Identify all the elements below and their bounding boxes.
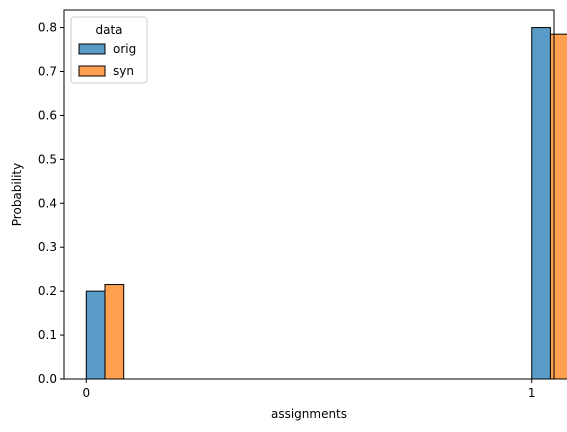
y-tick-label: 0.1 bbox=[38, 328, 57, 342]
bars-layer bbox=[85, 27, 567, 380]
legend: data orig syn bbox=[70, 16, 148, 84]
y-tick-label: 0.4 bbox=[38, 196, 57, 210]
y-axis-label: Probability bbox=[10, 163, 24, 226]
y-axis-ticks: 0.0 0.1 0.2 0.3 0.4 0.5 0.6 0.7 0.8 bbox=[38, 21, 64, 386]
bar-orig-1 bbox=[531, 27, 551, 380]
bar-syn-0 bbox=[104, 284, 125, 380]
bar-orig-0 bbox=[85, 290, 106, 380]
plot-frame bbox=[63, 9, 555, 380]
legend-label-orig: orig bbox=[113, 42, 136, 56]
legend-label-syn: syn bbox=[113, 64, 134, 78]
x-axis-label: assignments bbox=[271, 407, 347, 421]
legend-items: orig syn bbox=[78, 42, 136, 78]
legend-title: data bbox=[95, 23, 122, 37]
legend-swatch-syn bbox=[78, 65, 106, 77]
y-tick-label: 0.0 bbox=[38, 372, 57, 386]
y-tick-label: 0.7 bbox=[38, 65, 57, 79]
x-tick-label: 1 bbox=[528, 386, 536, 400]
legend-swatch-orig bbox=[78, 43, 106, 55]
bar-syn-1 bbox=[549, 33, 567, 380]
y-tick-label: 0.2 bbox=[38, 284, 57, 298]
y-tick-label: 0.5 bbox=[38, 152, 57, 166]
x-tick-label: 0 bbox=[82, 386, 90, 400]
y-tick-label: 0.6 bbox=[38, 108, 57, 122]
y-tick-label: 0.3 bbox=[38, 240, 57, 254]
y-tick-label: 0.8 bbox=[38, 21, 57, 35]
